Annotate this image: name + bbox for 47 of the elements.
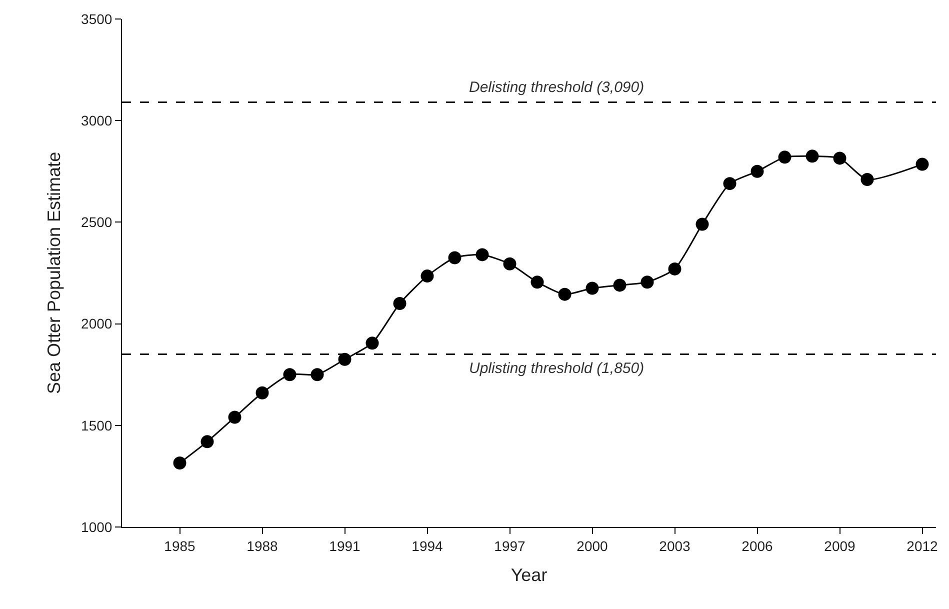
- ref-line-label: Delisting threshold (3,090): [469, 79, 644, 96]
- y-tick-label: 2000: [81, 316, 112, 332]
- x-tick-label: 2009: [824, 538, 856, 554]
- x-tick-label: 1991: [329, 538, 361, 554]
- point: [228, 410, 242, 424]
- point: [476, 248, 489, 262]
- y-tick-label: 3500: [81, 10, 112, 27]
- point: [778, 150, 792, 164]
- point: [860, 173, 874, 186]
- point: [366, 336, 379, 350]
- point: [338, 352, 352, 366]
- point: [806, 150, 819, 163]
- y-tick-label: 1000: [81, 518, 112, 535]
- y-tick-label: 1500: [81, 417, 112, 434]
- point: [750, 164, 764, 178]
- x-tick-label: 1997: [494, 538, 526, 554]
- y-tick-label: 3000: [81, 112, 112, 128]
- point: [723, 177, 736, 190]
- point: [586, 282, 599, 295]
- point: [530, 276, 544, 289]
- x-axis-title: Year: [510, 564, 548, 585]
- x-tick-label: 2000: [576, 538, 608, 554]
- point: [503, 257, 516, 270]
- point: [448, 251, 462, 264]
- point: [393, 296, 406, 310]
- x-tick-label: 1988: [246, 538, 278, 554]
- point: [668, 262, 682, 276]
- ref-line-label: Uplisting threshold (1,850): [469, 360, 644, 377]
- point: [613, 278, 626, 292]
- point: [256, 386, 269, 400]
- y-axis-title: Sea Otter Population Estimate: [44, 152, 64, 394]
- x-tick-label: 2003: [659, 538, 691, 554]
- point: [640, 276, 654, 289]
- x-tick-label: 2006: [742, 538, 774, 554]
- x-tick-label: 1994: [412, 538, 444, 554]
- point: [283, 368, 296, 382]
- point: [558, 288, 572, 301]
- point: [696, 218, 709, 231]
- point: [833, 152, 846, 165]
- point: [916, 158, 929, 171]
- y-tick-label: 2500: [81, 214, 112, 230]
- point: [420, 270, 434, 283]
- point: [310, 368, 324, 382]
- x-tick-label: 1985: [164, 538, 196, 554]
- point: [200, 435, 214, 448]
- x-tick-label: 2012: [906, 538, 938, 554]
- point: [173, 456, 186, 470]
